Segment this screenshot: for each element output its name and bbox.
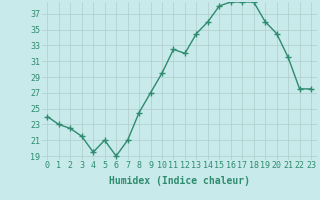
X-axis label: Humidex (Indice chaleur): Humidex (Indice chaleur) bbox=[109, 176, 250, 186]
